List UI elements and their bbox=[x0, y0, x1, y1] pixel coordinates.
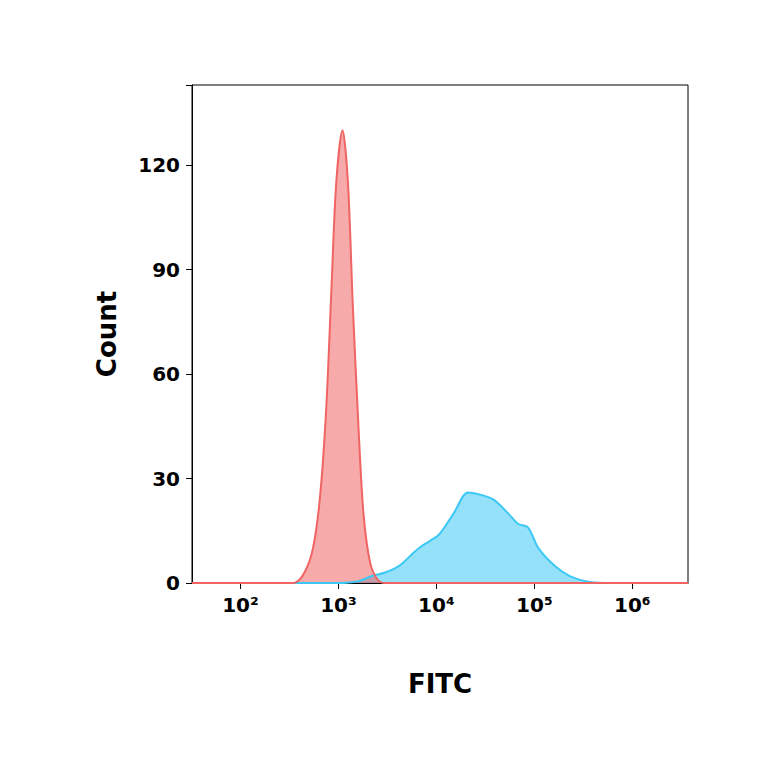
svg-text:10⁵: 10⁵ bbox=[516, 593, 553, 617]
svg-text:10⁶: 10⁶ bbox=[614, 593, 651, 617]
svg-text:120: 120 bbox=[138, 153, 180, 177]
svg-text:10⁴: 10⁴ bbox=[418, 593, 455, 617]
svg-text:0: 0 bbox=[166, 571, 180, 595]
svg-text:90: 90 bbox=[152, 258, 180, 282]
svg-text:10²: 10² bbox=[222, 593, 259, 617]
svg-text:60: 60 bbox=[152, 362, 180, 386]
svg-text:10³: 10³ bbox=[320, 593, 357, 617]
svg-text:Count: Count bbox=[92, 291, 122, 377]
svg-text:FITC: FITC bbox=[408, 669, 472, 699]
svg-text:30: 30 bbox=[152, 467, 180, 491]
